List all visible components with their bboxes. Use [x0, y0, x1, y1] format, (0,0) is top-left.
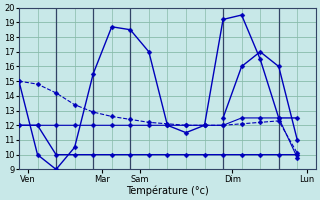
X-axis label: Température (°c): Température (°c)	[126, 185, 209, 196]
